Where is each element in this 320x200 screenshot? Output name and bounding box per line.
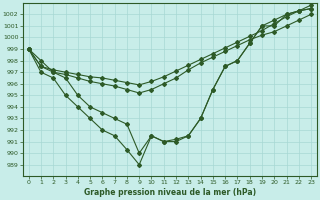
X-axis label: Graphe pression niveau de la mer (hPa): Graphe pression niveau de la mer (hPa) [84, 188, 256, 197]
